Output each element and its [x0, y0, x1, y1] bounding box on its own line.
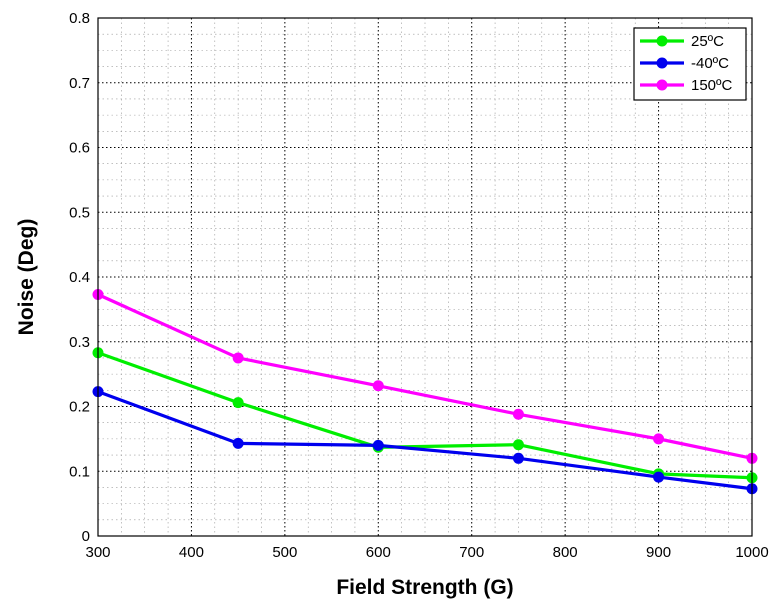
- series-1: [92, 386, 758, 495]
- legend-label: -40ºC: [691, 55, 729, 72]
- legend: 25ºC -40ºC 150ºC: [633, 27, 747, 101]
- x-tick-labels: 300 400 500 600 700 800 900 1000: [85, 544, 768, 561]
- series-layer: [92, 288, 758, 495]
- x-tick-label: 300: [85, 544, 110, 561]
- legend-swatch-marker: [656, 35, 668, 47]
- series-line: [97, 351, 753, 480]
- x-tick-label: 600: [366, 544, 391, 561]
- data-point: [232, 397, 244, 409]
- series-2: [92, 288, 758, 464]
- legend-item: 150ºC: [640, 77, 733, 94]
- series-line: [97, 293, 753, 460]
- data-point: [653, 433, 665, 445]
- data-point: [653, 471, 665, 483]
- y-tick-label: 0.8: [69, 10, 90, 27]
- y-tick-label: 0.2: [69, 399, 90, 416]
- data-point: [372, 439, 384, 451]
- y-tick-label: 0.7: [69, 75, 90, 92]
- y-tick-label: 0: [82, 528, 90, 545]
- y-tick-label: 0.3: [69, 334, 90, 351]
- data-point: [372, 380, 384, 392]
- plot-frame: [97, 17, 753, 537]
- legend-label: 150ºC: [691, 77, 733, 94]
- legend-swatch-marker: [656, 79, 668, 91]
- legend-swatch-marker: [656, 57, 668, 69]
- data-point: [232, 437, 244, 449]
- legend-item: 25ºC: [640, 33, 724, 50]
- data-point: [512, 439, 524, 451]
- legend-label: 25ºC: [691, 33, 724, 50]
- x-tick-label: 1000: [735, 544, 768, 561]
- x-tick-label: 800: [553, 544, 578, 561]
- series-line: [97, 390, 753, 491]
- x-tick-label: 700: [459, 544, 484, 561]
- y-tick-label: 0.4: [69, 269, 90, 286]
- x-axis-title: Field Strength (G): [336, 576, 513, 599]
- x-tick-label: 900: [646, 544, 671, 561]
- y-tick-labels: 0 0.1 0.2 0.3 0.4 0.5 0.6 0.7 0.8: [69, 10, 90, 545]
- legend-item: -40ºC: [640, 55, 729, 72]
- y-tick-label: 0.1: [69, 463, 90, 480]
- y-axis-title: Noise (Deg): [15, 219, 38, 336]
- data-point: [232, 352, 244, 364]
- y-tick-label: 0.6: [69, 140, 90, 157]
- x-tick-label: 400: [179, 544, 204, 561]
- x-tick-label: 500: [272, 544, 297, 561]
- data-point: [512, 408, 524, 420]
- data-point: [512, 452, 524, 464]
- y-tick-label: 0.5: [69, 204, 90, 221]
